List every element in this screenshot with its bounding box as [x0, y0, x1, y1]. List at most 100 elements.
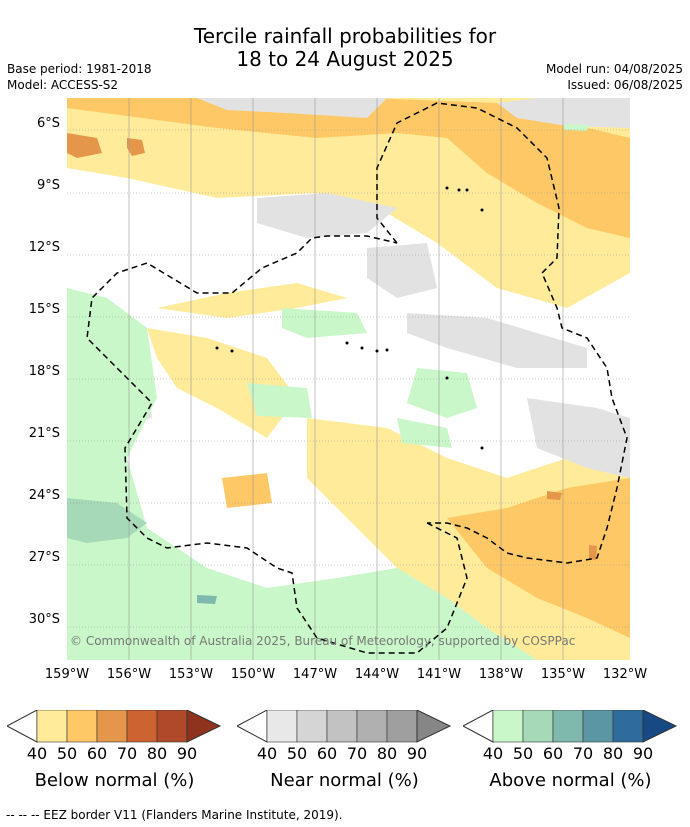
colorbar-segment: [156, 710, 188, 743]
colorbar-tick: 40: [482, 744, 504, 763]
below-normal-north-patch-2: [127, 138, 145, 156]
below-normal-south-east-patch: [547, 491, 562, 500]
below-normal-west-patch: [222, 473, 272, 508]
lat-label: 18°S: [28, 364, 60, 379]
above-normal-center: [282, 308, 367, 338]
eez-borders: [86, 102, 628, 654]
below-normal-north-core: [67, 98, 630, 238]
lon-label: 135°W: [540, 667, 586, 682]
colorbar-segment: [582, 710, 614, 743]
rainfall-map: [67, 98, 630, 660]
model-name: Model: ACCESS-S2: [7, 78, 119, 92]
issued-date: Issued: 06/08/2025: [567, 78, 683, 92]
lat-label: 15°S: [28, 302, 60, 317]
colorbar: [7, 710, 222, 743]
above-normal-north-patch: [564, 124, 589, 131]
island-markers: [215, 186, 484, 450]
lon-label: 132°W: [602, 667, 648, 682]
colorbar-tick: 70: [572, 744, 594, 763]
colorbar-segment: [612, 710, 644, 743]
lon-label: 144°W: [354, 667, 400, 682]
colorbar-tick: 40: [26, 744, 48, 763]
lat-gridlines: [67, 129, 630, 628]
colorbar-tick: 90: [632, 744, 654, 763]
below-normal-central-south: [147, 328, 297, 438]
near-normal-north: [197, 98, 387, 118]
colorbar-segment: [96, 710, 128, 743]
lon-label: 153°W: [168, 667, 214, 682]
lat-label: 30°S: [28, 612, 60, 627]
colorbar-segment: [266, 710, 298, 743]
colorbar-segment: [492, 710, 524, 743]
above-normal-mid: [247, 383, 312, 418]
model-run: Model run: 04/08/2025: [545, 62, 683, 76]
lon-label: 150°W: [230, 667, 276, 682]
colorbar-tick: 60: [316, 744, 338, 763]
lon-label: 147°W: [292, 667, 338, 682]
below-normal-south-east-patch-2: [589, 545, 597, 560]
colorbar-tick: 50: [56, 744, 78, 763]
colorbar-segment: [66, 710, 98, 743]
lat-label: 24°S: [28, 488, 60, 503]
near-normal-east-north: [497, 98, 630, 128]
below-normal-central: [157, 283, 347, 318]
base-period: Base period: 1981-2018: [7, 62, 152, 76]
title-line2: 18 to 24 August 2025: [236, 47, 454, 71]
lon-label: 159°W: [44, 667, 90, 682]
colorbar-tick: 80: [376, 744, 398, 763]
above-normal-south-patch: [197, 595, 217, 604]
colorbar-label: Below normal (%): [34, 770, 195, 791]
colorbar-tick: 40: [256, 744, 278, 763]
colorbar-segment: [522, 710, 554, 743]
colorbar-tick: 70: [116, 744, 138, 763]
colorbar-low-arrow: [463, 710, 494, 743]
lon-label: 141°W: [416, 667, 462, 682]
below-normal-south-east-core: [447, 478, 630, 638]
lat-label: 12°S: [28, 240, 60, 255]
colorbar-low-arrow: [237, 710, 268, 743]
colorbar-segment: [326, 710, 358, 743]
lat-label: 21°S: [28, 426, 60, 441]
colorbar-high-arrow: [642, 710, 678, 743]
colorbar-segment: [386, 710, 418, 743]
colorbar-segment: [296, 710, 328, 743]
colorbar-tick: 50: [512, 744, 534, 763]
colorbar-high-arrow: [416, 710, 452, 743]
colorbar-high-arrow: [186, 710, 222, 743]
above-normal-west: [67, 288, 537, 660]
colorbar-label: Above normal (%): [489, 770, 652, 791]
colorbar-segment: [36, 710, 68, 743]
colorbar-label: Near normal (%): [270, 770, 419, 791]
copyright-notice: © Commonwealth of Australia 2025, Bureau…: [70, 634, 576, 648]
colorbar-segment: [126, 710, 158, 743]
lon-label: 138°W: [478, 667, 524, 682]
colorbar-tick: 90: [406, 744, 428, 763]
colorbar-segment: [356, 710, 388, 743]
near-normal-east: [407, 313, 587, 368]
colorbar: [463, 710, 678, 743]
lon-label: 156°W: [106, 667, 152, 682]
above-normal-east-2: [397, 418, 452, 448]
lat-label: 27°S: [28, 550, 60, 565]
below-normal-north-west-patch: [67, 133, 102, 158]
above-normal-west-core: [67, 498, 147, 543]
lat-label: 6°S: [36, 116, 60, 131]
colorbar-low-arrow: [7, 710, 38, 743]
near-normal-mid: [257, 193, 397, 238]
colorbar-tick: 80: [602, 744, 624, 763]
near-normal-far-east: [527, 398, 630, 478]
colorbar-segment: [552, 710, 584, 743]
colorbar-tick: 80: [146, 744, 168, 763]
eez-note: -- -- -- EEZ border V11 (Flanders Marine…: [6, 808, 343, 822]
colorbar-tick: 60: [542, 744, 564, 763]
colorbar-tick: 60: [86, 744, 108, 763]
above-normal-east: [407, 368, 477, 418]
colorbar-tick: 90: [176, 744, 198, 763]
map-canvas: [67, 98, 630, 660]
lat-label: 9°S: [36, 178, 60, 193]
colorbar: [237, 710, 452, 743]
colorbar-tick: 70: [346, 744, 368, 763]
title-line1: Tercile rainfall probabilities for: [193, 24, 497, 48]
colorbar-tick: 50: [286, 744, 308, 763]
near-normal-center: [367, 243, 437, 298]
